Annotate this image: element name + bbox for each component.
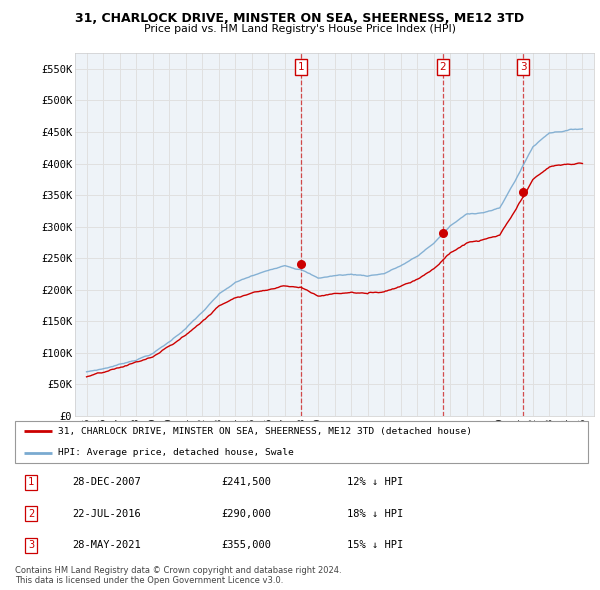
Text: HPI: Average price, detached house, Swale: HPI: Average price, detached house, Swal…: [58, 448, 294, 457]
Text: £355,000: £355,000: [221, 540, 271, 550]
Text: £241,500: £241,500: [221, 477, 271, 487]
Text: 28-DEC-2007: 28-DEC-2007: [73, 477, 141, 487]
Text: 3: 3: [520, 62, 526, 72]
Text: This data is licensed under the Open Government Licence v3.0.: This data is licensed under the Open Gov…: [15, 576, 283, 585]
Text: 18% ↓ HPI: 18% ↓ HPI: [347, 509, 404, 519]
Text: 2: 2: [28, 509, 34, 519]
Text: 1: 1: [28, 477, 34, 487]
Text: 31, CHARLOCK DRIVE, MINSTER ON SEA, SHEERNESS, ME12 3TD (detached house): 31, CHARLOCK DRIVE, MINSTER ON SEA, SHEE…: [58, 427, 472, 436]
Text: 22-JUL-2016: 22-JUL-2016: [73, 509, 141, 519]
FancyBboxPatch shape: [15, 421, 588, 463]
Text: Contains HM Land Registry data © Crown copyright and database right 2024.: Contains HM Land Registry data © Crown c…: [15, 566, 341, 575]
Text: Price paid vs. HM Land Registry's House Price Index (HPI): Price paid vs. HM Land Registry's House …: [144, 24, 456, 34]
Text: 3: 3: [28, 540, 34, 550]
Text: 28-MAY-2021: 28-MAY-2021: [73, 540, 141, 550]
Text: 15% ↓ HPI: 15% ↓ HPI: [347, 540, 404, 550]
Text: 31, CHARLOCK DRIVE, MINSTER ON SEA, SHEERNESS, ME12 3TD: 31, CHARLOCK DRIVE, MINSTER ON SEA, SHEE…: [76, 12, 524, 25]
Text: 2: 2: [439, 62, 446, 72]
Text: 1: 1: [298, 62, 305, 72]
Text: 12% ↓ HPI: 12% ↓ HPI: [347, 477, 404, 487]
Text: £290,000: £290,000: [221, 509, 271, 519]
